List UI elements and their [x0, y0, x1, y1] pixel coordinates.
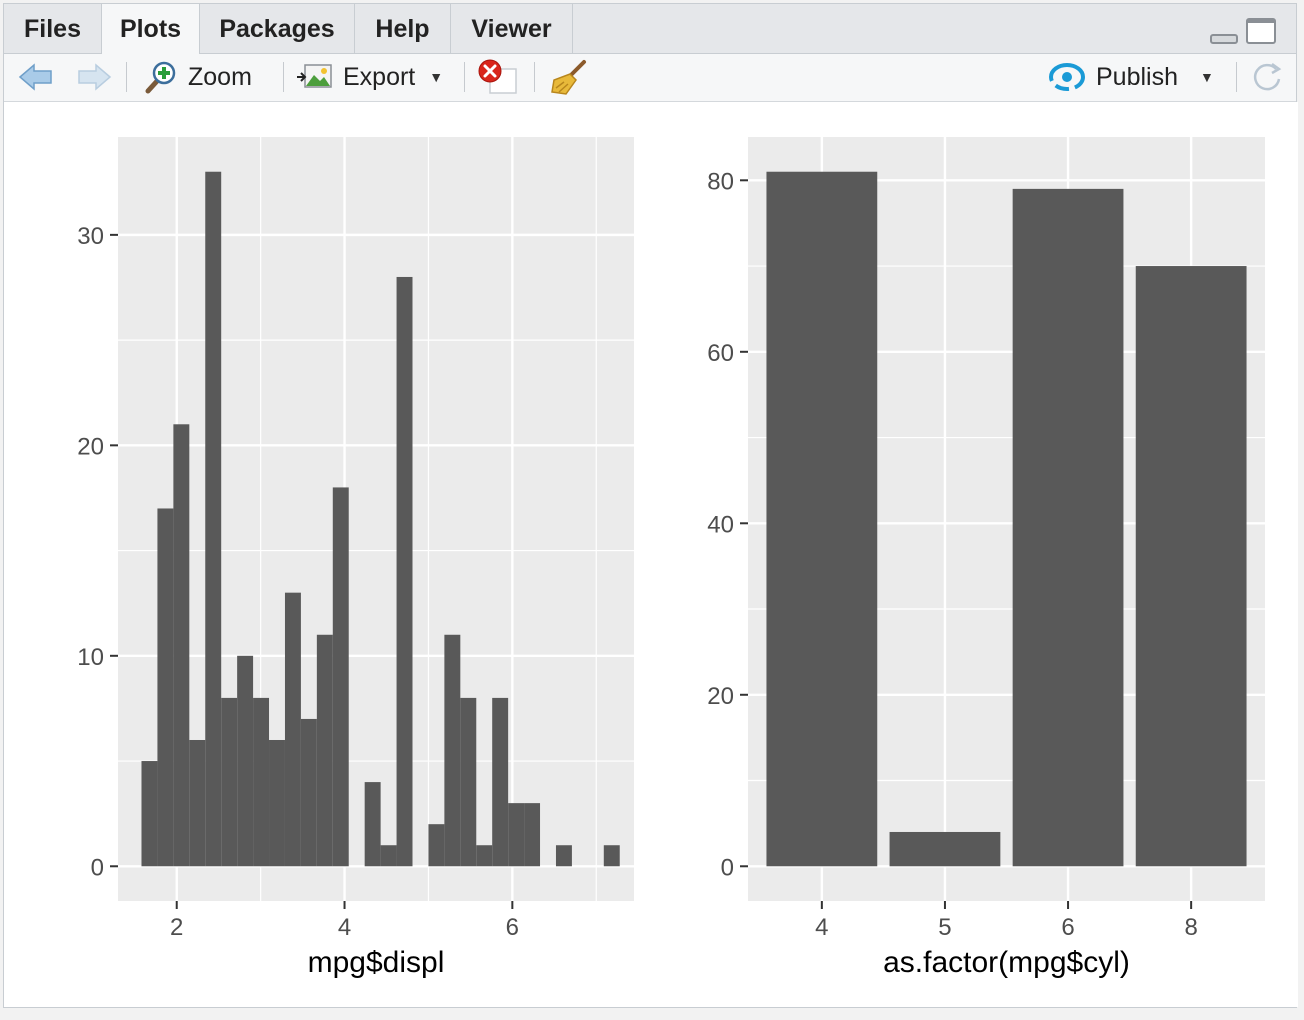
broom-icon: [551, 60, 586, 95]
bar-x-tick-label: 8: [1184, 914, 1197, 941]
back-button[interactable]: [18, 54, 58, 100]
histogram-chart: [110, 137, 634, 909]
toolbar-separator: [534, 62, 535, 92]
histogram-bar: [300, 718, 317, 867]
histogram-bar: [173, 424, 190, 867]
tab-bar: Files Plots Packages Help Viewer: [4, 4, 1296, 55]
bar-x-tick-label: 5: [938, 914, 951, 941]
bar-y-tick-label: 0: [721, 854, 734, 881]
refresh-icon: [1253, 62, 1282, 91]
maximize-pane-button[interactable]: [1246, 18, 1276, 44]
bar-8: [1135, 266, 1247, 867]
tab-packages[interactable]: Packages: [200, 4, 355, 54]
toolbar-separator: [464, 62, 465, 92]
histogram-y-tick-label: 20: [77, 433, 104, 460]
minimize-pane-button[interactable]: [1210, 34, 1238, 44]
export-button[interactable]: Export ▼: [297, 54, 443, 100]
histogram-x-tick-label: 2: [170, 914, 183, 941]
clear-plots-button[interactable]: [550, 54, 590, 100]
histogram-y-tick-label: 0: [91, 854, 104, 881]
publish-label: Publish: [1096, 62, 1178, 91]
bar-6: [1012, 188, 1124, 867]
plots-canvas: 0 10 20 30 2 4 6 mpg$displ 0 20 40 60 80 4 5 6 8 as.facto…: [77, 137, 1265, 979]
histogram-bar: [428, 824, 445, 867]
bar-y-tick-label: 60: [707, 340, 734, 367]
histogram-y-tick-label: 30: [77, 223, 104, 250]
refresh-button[interactable]: [1250, 54, 1286, 100]
histogram-bar: [444, 634, 461, 867]
histogram-bar: [476, 845, 493, 867]
zoom-label: Zoom: [188, 62, 252, 91]
histogram-x-axis-label: mpg$displ: [308, 946, 445, 979]
publish-icon: [1049, 63, 1085, 91]
histogram-bar: [603, 845, 620, 867]
tab-help[interactable]: Help: [355, 4, 451, 54]
publish-dropdown-caret-icon: ▼: [1200, 69, 1214, 85]
plots-pane: Files Plots Packages Help Viewer: [3, 3, 1298, 1008]
bar-4: [766, 171, 878, 867]
tab-plots[interactable]: Plots: [102, 4, 200, 55]
histogram-bar: [332, 487, 349, 867]
toolbar-separator: [283, 62, 284, 92]
export-icon: [297, 64, 332, 88]
histogram-bar: [237, 655, 254, 867]
bar-x-axis-label: as.factor(mpg$cyl): [883, 946, 1130, 979]
histogram-bar: [508, 803, 525, 867]
bar-5: [889, 831, 1001, 867]
back-arrow-icon: [18, 63, 52, 91]
histogram-bar: [221, 697, 238, 867]
zoom-icon: [145, 61, 176, 94]
histogram-bar: [189, 739, 206, 867]
export-label: Export: [343, 62, 416, 91]
tab-viewer[interactable]: Viewer: [451, 4, 573, 54]
bar-y-tick-label: 40: [707, 511, 734, 538]
histogram-bar: [492, 697, 509, 867]
bar-y-tick-label: 80: [707, 168, 734, 195]
histogram-bar: [316, 634, 333, 867]
histogram-bar: [460, 697, 477, 867]
histogram-bar: [157, 508, 174, 867]
histogram-bar: [284, 592, 301, 867]
bar-x-tick-label: 4: [815, 914, 828, 941]
remove-plot-button[interactable]: [476, 54, 520, 100]
histogram-y-tick-label: 10: [77, 644, 104, 671]
histogram-bar: [524, 803, 541, 867]
publish-button[interactable]: Publish ▼: [1048, 54, 1214, 100]
plot-viewer: 0 10 20 30 2 4 6 mpg$displ 0 20 40 60 80 4 5 6 8 as.facto…: [4, 102, 1298, 1007]
forward-arrow-icon: [78, 63, 112, 91]
histogram-bar: [205, 171, 222, 867]
export-dropdown-caret-icon: ▼: [429, 69, 444, 85]
histogram-x-tick-label: 6: [506, 914, 519, 941]
histogram-bar: [364, 782, 381, 867]
plots-toolbar: Zoom Export ▼: [4, 54, 1296, 102]
forward-button[interactable]: [76, 54, 116, 100]
histogram-x-tick-label: 4: [338, 914, 351, 941]
bar-y-tick-label: 20: [707, 683, 734, 710]
toolbar-separator: [1236, 62, 1237, 92]
toolbar-separator: [126, 62, 127, 92]
bar-chart: [740, 137, 1265, 909]
histogram-bar: [141, 761, 158, 867]
histogram-bar: [380, 845, 397, 867]
histogram-bar: [269, 739, 285, 867]
histogram-bar: [253, 697, 270, 867]
histogram-bar: [555, 845, 572, 867]
bar-x-tick-label: 6: [1061, 914, 1074, 941]
window-controls: [1210, 18, 1290, 48]
remove-plot-icon: [478, 59, 517, 94]
zoom-button[interactable]: Zoom: [142, 54, 252, 100]
histogram-bar: [396, 276, 413, 867]
tab-files[interactable]: Files: [4, 4, 102, 54]
